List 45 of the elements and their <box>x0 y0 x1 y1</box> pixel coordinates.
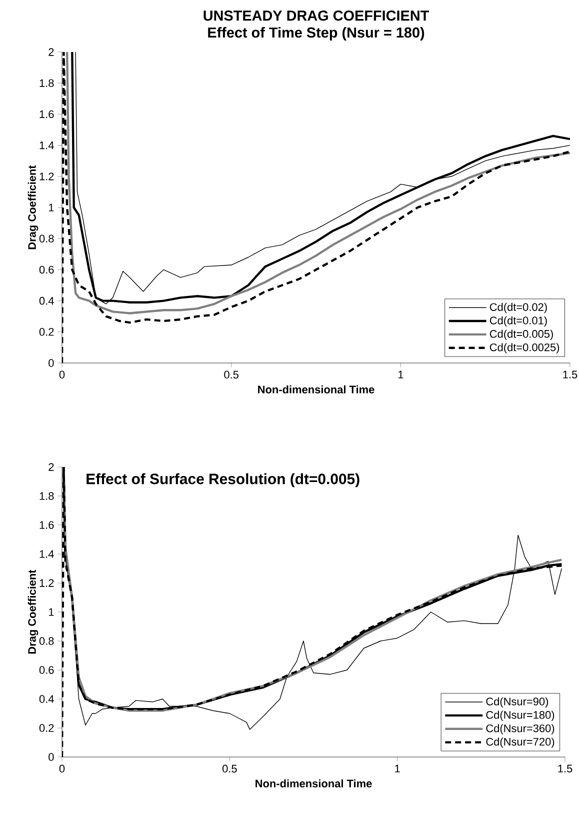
y-tick-label: 0.2 <box>39 724 54 732</box>
x-tick-label: 1 <box>395 764 400 772</box>
legend-label: Cd(Nsur=90) <box>486 697 548 708</box>
y-tick-label: 0.6 <box>39 266 54 274</box>
y-tick-label: 0.6 <box>39 666 54 674</box>
y-tick-label: 0 <box>48 753 54 761</box>
x-axis-title: Non-dimensional Time <box>258 385 374 394</box>
legend-label: Cd(dt=0.02) <box>490 302 547 314</box>
x-tick-label: 1.5 <box>563 370 578 378</box>
x-tick-label: 1.5 <box>558 764 572 772</box>
legend-label: Cd(dt=0.005) <box>490 330 553 340</box>
legend-label: Cd(Nsur=720) <box>486 738 554 748</box>
legend-label: Cd(Nsur=360) <box>486 724 554 734</box>
y-tick-label: 1 <box>48 204 54 212</box>
y-tick-label: 2 <box>48 48 54 56</box>
y-tick-label: 1.2 <box>40 172 54 180</box>
legend-label: Cd(dt=0.0025) <box>490 343 560 354</box>
legend-label: Cd(Nsur=180) <box>486 710 554 721</box>
y-tick-label: 1 <box>48 608 54 616</box>
y-tick-label: 1.4 <box>40 550 54 558</box>
x-tick-label: 1 <box>398 370 404 378</box>
chart-subtitle: Effect of Time Step (Nsur = 180) <box>208 27 424 41</box>
y-tick-label: 0 <box>48 359 54 367</box>
y-tick-label: 1.8 <box>40 79 54 87</box>
y-tick-label: 0.2 <box>39 328 54 336</box>
y-tick-label: 2 <box>48 463 54 471</box>
chart-title: UNSTEADY DRAG COEFFICIENT <box>204 10 429 21</box>
x-axis-title: Non-dimensional Time <box>256 779 372 788</box>
y-axis-title: Drag Coefficient <box>28 570 38 654</box>
x-tick-label: 0 <box>59 370 65 379</box>
y-tick-label: 0.4 <box>39 296 54 305</box>
y-tick-label: 1.8 <box>40 492 54 500</box>
x-tick-label: 0.5 <box>224 370 238 379</box>
y-tick-label: 1.6 <box>40 110 54 118</box>
y-tick-label: 0.4 <box>39 695 54 703</box>
y-tick-label: 0.8 <box>39 637 54 645</box>
x-tick-label: 0 <box>59 764 65 773</box>
y-tick-label: 1.4 <box>40 142 54 150</box>
x-tick-label: 0.5 <box>222 764 237 773</box>
y-tick-label: 1.6 <box>40 521 54 529</box>
y-tick-label: 0.8 <box>39 234 54 242</box>
chart-title: Effect of Surface Resolution (dt=0.005) <box>86 473 360 488</box>
y-axis-title: Drag Coefficient <box>28 165 38 250</box>
legend-label: Cd(dt=0.01) <box>490 316 547 327</box>
y-tick-label: 1.2 <box>40 579 54 587</box>
